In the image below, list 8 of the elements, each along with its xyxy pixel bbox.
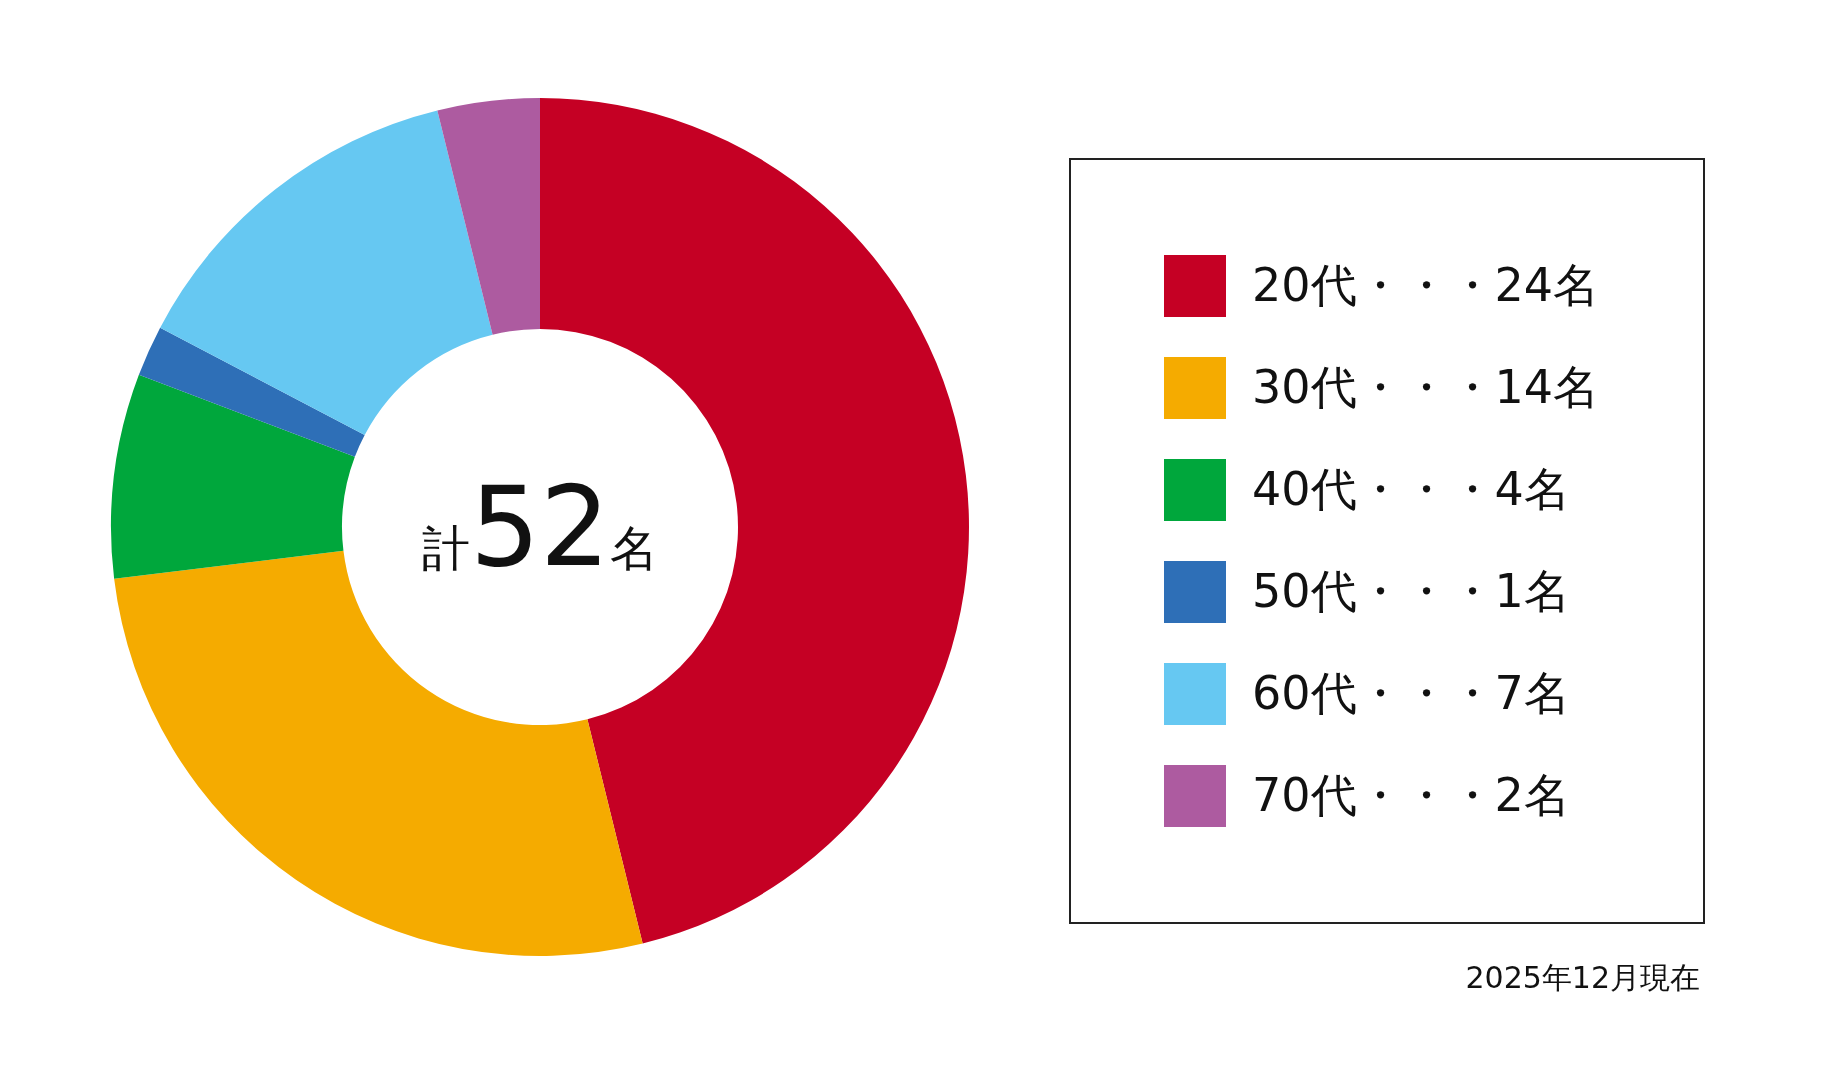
legend-label: 50代・・・1名 [1252,564,1570,618]
legend-label: 70代・・・2名 [1252,768,1570,822]
legend-label: 40代・・・4名 [1252,462,1570,516]
text: 2025年12月現在 [1465,960,1700,995]
legend-label: 30代・・・14名 [1252,360,1600,414]
text: 計52名 [422,463,658,591]
legend-label: 60代・・・7名 [1252,666,1570,720]
legend-label: 20代・・・24名 [1252,258,1600,312]
